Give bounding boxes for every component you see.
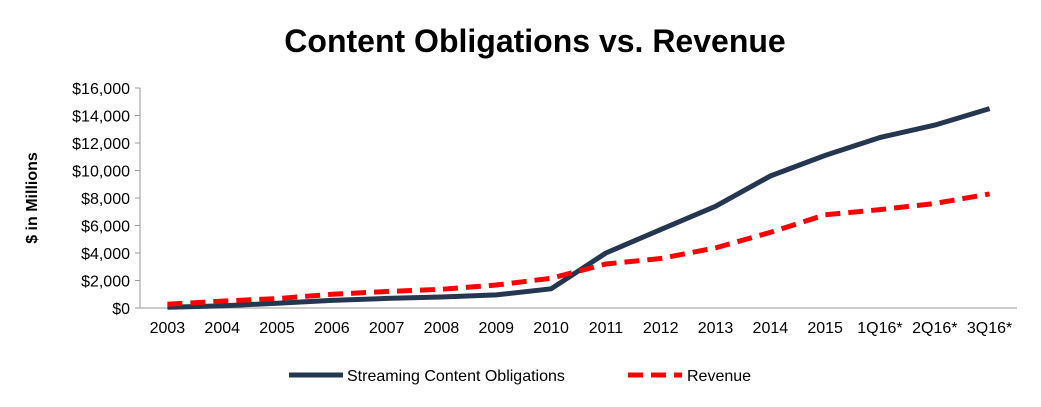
plot-area: $0 $2,000 $4,000 $6,000 $8,000 $10,000 $12,000… <box>72 81 1017 337</box>
series-line-revenue <box>167 194 989 304</box>
y-axis-label: $ in Millions <box>24 152 41 244</box>
x-tick-label: 2006 <box>314 320 350 337</box>
x-tick-label: 2008 <box>424 320 460 337</box>
y-tick-label: $6,000 <box>81 219 130 236</box>
x-tick-label: 2015 <box>807 320 843 337</box>
y-tick-label: $10,000 <box>72 164 130 181</box>
x-tick-label: 2005 <box>259 320 295 337</box>
y-tick-label: $16,000 <box>72 81 130 98</box>
x-tick-label: 2007 <box>369 320 405 337</box>
x-tick-label: 1Q16* <box>857 320 902 337</box>
y-tick-label: $8,000 <box>81 191 130 208</box>
x-tick-label: 2014 <box>753 320 789 337</box>
x-tick-label: 2013 <box>698 320 734 337</box>
legend: Streaming Content Obligations Revenue <box>289 368 751 385</box>
legend-label-streaming-content-obligations: Streaming Content Obligations <box>347 368 565 385</box>
series-line-streaming-content-obligations <box>167 109 989 308</box>
y-tick-label: $14,000 <box>72 109 130 126</box>
y-tick-label: $4,000 <box>81 246 130 263</box>
x-tick-label: 2011 <box>589 320 624 337</box>
y-tick-label: $0 <box>112 301 130 318</box>
x-tick-label: 2009 <box>478 320 514 337</box>
chart-title: Content Obligations vs. Revenue <box>284 23 785 59</box>
x-tick-label: 3Q16* <box>967 320 1012 337</box>
y-tick-label: $12,000 <box>72 136 130 153</box>
x-tick-label: 2012 <box>643 320 679 337</box>
chart: Content Obligations vs. Revenue $ in Mil… <box>0 0 1041 407</box>
legend-label-revenue: Revenue <box>687 368 751 385</box>
x-tick-label: 2004 <box>204 320 240 337</box>
x-tick-label: 2Q16* <box>912 320 957 337</box>
y-tick-label: $2,000 <box>81 274 130 291</box>
x-tick-label: 2010 <box>533 320 569 337</box>
x-tick-label: 2003 <box>150 320 186 337</box>
